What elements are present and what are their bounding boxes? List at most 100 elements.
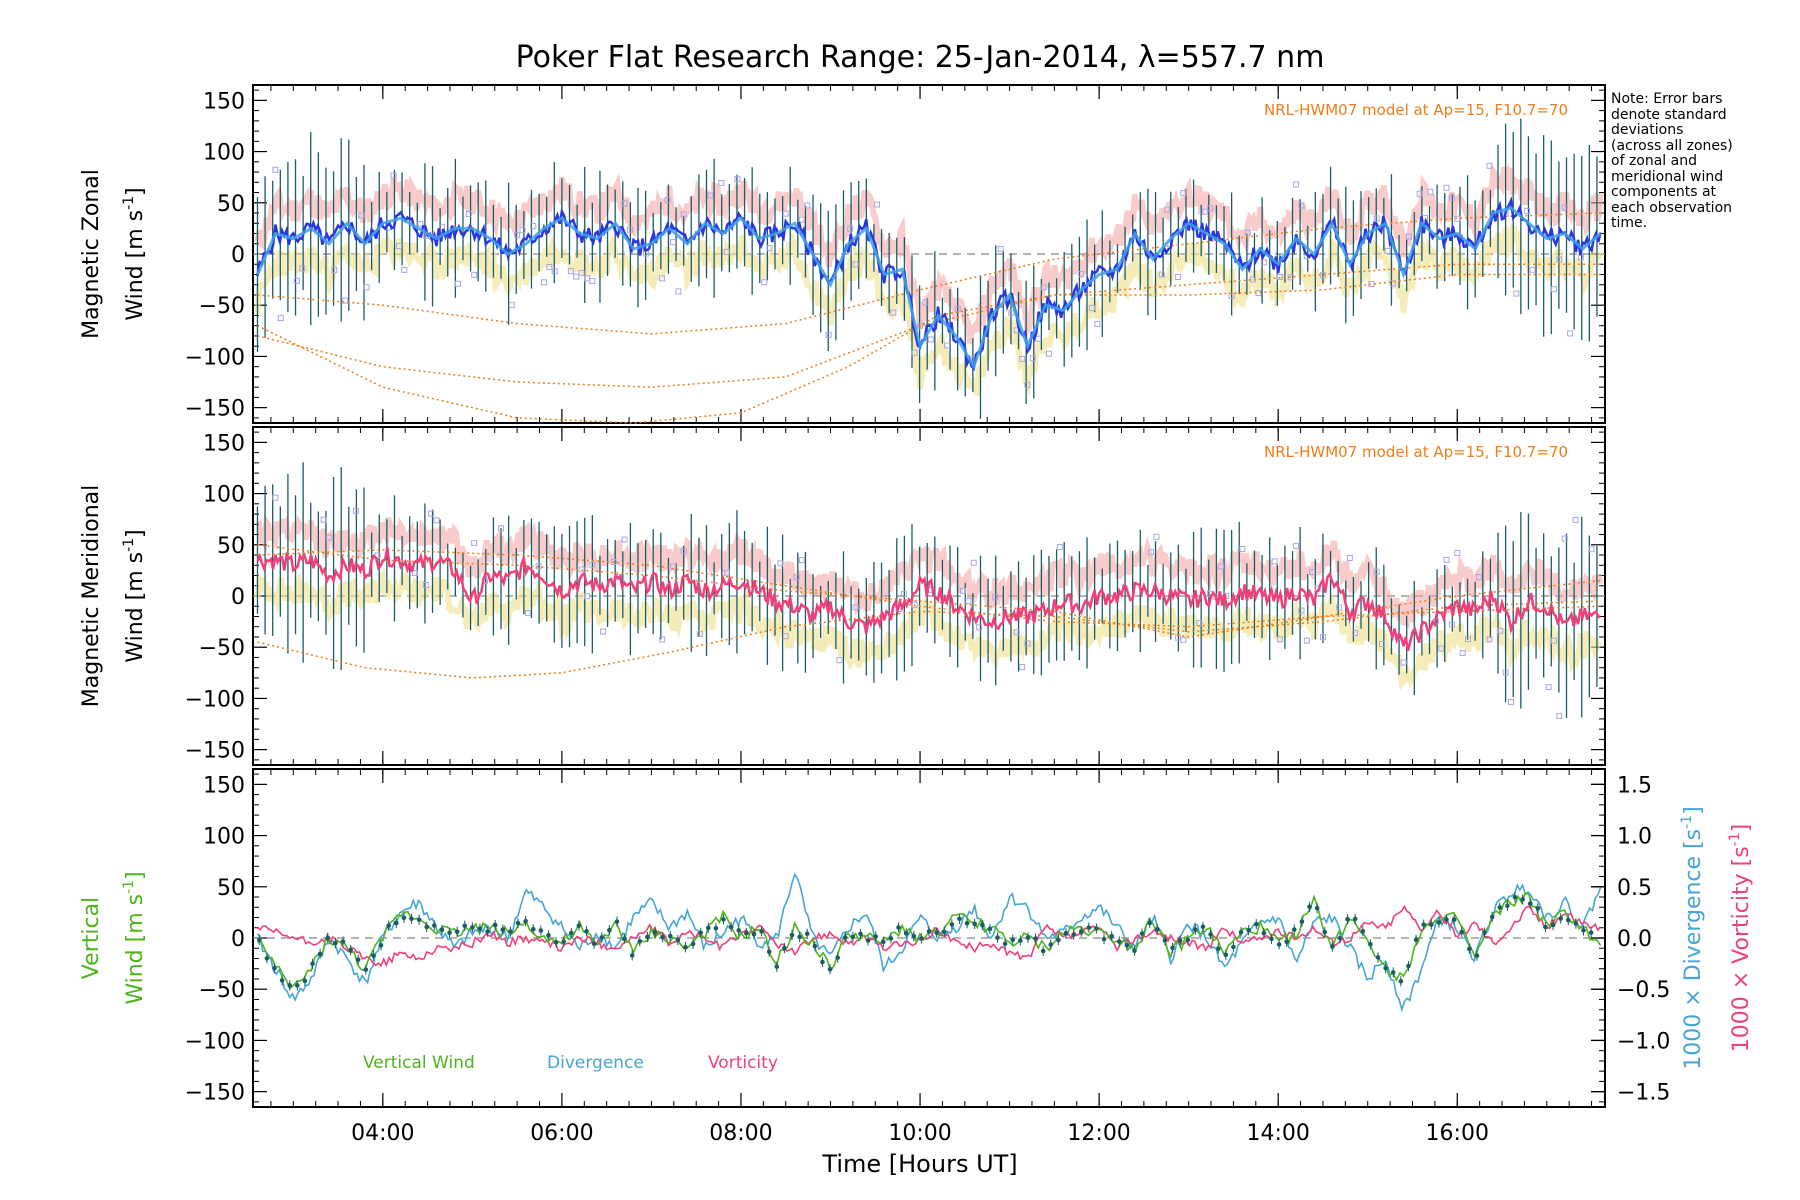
scatter-point <box>1475 574 1482 581</box>
scatter-point <box>836 657 843 664</box>
vertical-wind-point <box>1162 938 1168 943</box>
vertical-wind-point <box>1200 924 1206 930</box>
scatter-point <box>1228 292 1235 299</box>
vertical-wind-point <box>477 926 483 931</box>
scatter-point <box>1400 659 1407 666</box>
vertical-wind-point <box>1177 938 1183 944</box>
scatter-point <box>1448 194 1455 201</box>
vertical-wind-point <box>317 951 323 957</box>
vertical-wind-point <box>546 933 551 938</box>
scatter-point <box>723 248 730 255</box>
vertical-wind-point <box>1467 946 1472 952</box>
vertical-wind-point <box>759 929 764 934</box>
scatter-point <box>1336 604 1343 611</box>
vertical-wind-point <box>1215 946 1221 951</box>
vertical-wind-point <box>1078 929 1084 934</box>
vertical-wind-point <box>812 943 818 949</box>
scatter-point <box>390 172 397 179</box>
vertical-wind-point <box>492 922 498 928</box>
vertical-wind-point <box>629 953 635 958</box>
vertical-wind-point <box>576 923 582 928</box>
vertical-wind-point <box>462 923 468 929</box>
vertical-wind-point <box>850 934 856 940</box>
scatter-point <box>326 534 333 541</box>
y-tick-label: −50 <box>199 294 245 319</box>
scatter-point <box>1550 637 1557 644</box>
scatter-point <box>943 342 950 349</box>
scatter-point <box>1572 516 1579 523</box>
vertical-wind-point <box>508 929 513 934</box>
scatter-point <box>782 210 789 217</box>
scatter-point <box>922 299 929 306</box>
scatter-point <box>723 569 730 576</box>
scatter-point <box>852 261 859 268</box>
scatter-point <box>1486 636 1493 643</box>
vertical-wind-point <box>1071 932 1076 938</box>
scatter-point <box>1405 233 1412 240</box>
scatter-point <box>535 563 542 570</box>
vertical-wind-point <box>614 919 620 924</box>
y-tick-label: −100 <box>185 345 245 370</box>
vertical-wind-point <box>979 922 985 928</box>
x-tick-label: 12:00 <box>1067 1121 1130 1146</box>
vertical-wind-point <box>972 921 977 927</box>
vertical-wind-point <box>1269 936 1274 942</box>
vertical-wind-point <box>1002 941 1008 947</box>
vertical-wind-point <box>1345 916 1350 922</box>
right-y-tick-label: −1.0 <box>1617 1029 1670 1054</box>
vertical-wind-point <box>1527 901 1533 906</box>
vertical-wind-point <box>896 925 901 930</box>
vertical-wind-point <box>1375 955 1381 960</box>
scatter-point <box>1078 270 1085 277</box>
vertical-wind-point <box>454 929 460 935</box>
chart-title: Poker Flat Research Range: 25-Jan-2014, … <box>516 40 1325 75</box>
vertical-wind-point <box>842 935 848 940</box>
vertical-wind-point <box>1086 925 1092 930</box>
vertical-wind-point <box>1109 933 1114 939</box>
scatter-point <box>1454 549 1461 556</box>
vertical-wind-point <box>1018 938 1023 943</box>
y-tick-label: 0 <box>231 243 245 268</box>
right-y-tick-label: 1.5 <box>1617 773 1652 798</box>
vertical-wind-point <box>386 923 391 929</box>
y-tick-label: 100 <box>203 483 245 508</box>
scatter-point <box>1561 535 1568 542</box>
scatter-point <box>1443 184 1450 191</box>
vertical-wind-point <box>1330 944 1335 949</box>
scatter-point <box>412 569 419 576</box>
y-axis-label-unit: Wind [m s <box>123 552 148 663</box>
vertical-wind-point <box>1223 952 1229 958</box>
vorticity-label-text: 1000 × Vorticity [s <box>1729 846 1754 1052</box>
scatter-point <box>1556 256 1563 263</box>
vertical-wind-point <box>424 924 430 930</box>
vorticity-line <box>257 904 1602 968</box>
y-axis-label-unit: Wind [m s <box>123 210 148 321</box>
right-y-tick-label: −0.5 <box>1617 978 1670 1003</box>
vertical-wind-point <box>1459 929 1465 935</box>
error-bar-note: Note: Error bars denote standard deviation… <box>1611 91 1796 232</box>
vertical-wind-point <box>911 933 917 939</box>
vertical-wind-point <box>1056 937 1061 943</box>
scatter-point <box>1352 630 1359 637</box>
scatter-point <box>1373 215 1380 222</box>
scatter-point <box>1217 563 1224 570</box>
vertical-wind-point <box>1048 942 1054 947</box>
vertical-wind-point <box>1558 916 1563 921</box>
y-tick-label: 150 <box>203 89 245 114</box>
scatter-point <box>1507 698 1514 705</box>
scatter-point <box>793 574 800 581</box>
scatter-point <box>589 561 596 568</box>
legend-item: Vertical Wind <box>363 1053 475 1073</box>
scatter-point <box>1287 274 1294 281</box>
scatter-point <box>320 516 327 523</box>
vertical-wind-point <box>1010 937 1016 943</box>
vertical-wind-point <box>1040 948 1046 954</box>
vertical-wind-point <box>637 939 643 944</box>
vertical-wind-point <box>1505 903 1510 909</box>
scatter-point <box>1379 640 1386 647</box>
scatter-point <box>1148 549 1155 556</box>
vertical-wind-point <box>264 956 270 961</box>
scatter-point <box>1373 568 1380 575</box>
scatter-point <box>1244 229 1251 236</box>
vertical-wind-point <box>820 959 825 965</box>
